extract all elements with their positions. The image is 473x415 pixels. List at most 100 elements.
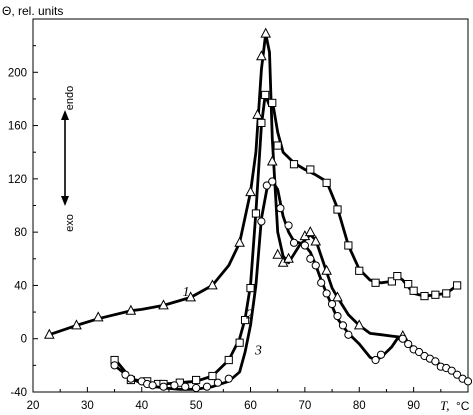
triangle-marker	[304, 226, 316, 237]
circle-marker	[148, 381, 157, 390]
circle-marker	[317, 278, 326, 287]
square-marker	[344, 241, 353, 250]
triangle-marker	[71, 319, 82, 330]
square-marker	[420, 291, 429, 301]
square-marker	[257, 118, 266, 128]
triangle-marker	[185, 291, 197, 302]
circle-marker	[414, 347, 424, 357]
square-marker	[268, 98, 277, 108]
triangle-marker	[234, 236, 245, 247]
y-tick-label: 40	[14, 280, 27, 292]
circle-marker	[453, 370, 462, 379]
square-marker	[261, 90, 270, 100]
square-marker	[224, 355, 233, 365]
exo-label: exo	[64, 214, 76, 232]
circle-marker	[404, 339, 413, 349]
triangle-marker	[353, 319, 365, 330]
circle-marker	[463, 377, 473, 386]
triangle-marker	[245, 186, 256, 197]
triangle-marker	[332, 291, 343, 302]
x-axis-unit: °C	[456, 399, 470, 413]
circle-marker	[262, 181, 271, 190]
triangle-marker	[92, 311, 104, 322]
circle-marker	[371, 355, 380, 365]
series-1: 1	[43, 27, 409, 341]
square-marker	[442, 289, 451, 298]
x-tick-label: 50	[190, 400, 203, 412]
x-tick-label: 90	[407, 400, 420, 412]
circle-marker	[126, 374, 135, 383]
circle-marker	[306, 254, 315, 263]
series-line-1	[47, 32, 406, 339]
circle-marker	[181, 382, 190, 391]
circle-marker	[376, 350, 386, 359]
endo-label: endo	[64, 86, 76, 110]
up-arrow-head	[61, 110, 69, 120]
triangle-marker	[252, 108, 263, 119]
circle-marker	[289, 238, 299, 247]
circle-marker	[447, 366, 456, 375]
circle-marker	[333, 311, 342, 321]
triangle-marker	[158, 299, 169, 310]
curve-label-1: 1	[183, 285, 190, 300]
circle-marker	[121, 370, 130, 379]
y-tick-label: 120	[8, 174, 27, 186]
triangle-marker	[207, 279, 218, 290]
x-axis-label: T,	[440, 398, 450, 413]
square-marker	[246, 283, 255, 293]
circle-marker	[192, 383, 201, 393]
y-tick-label: -40	[10, 387, 27, 399]
circle-marker	[431, 357, 440, 366]
circle-marker	[268, 177, 277, 186]
square-marker	[235, 338, 244, 347]
square-marker	[289, 160, 299, 169]
y-axis-label: Θ, rel. units	[2, 4, 63, 18]
circle-marker	[159, 382, 168, 391]
curve-label-3: 3	[254, 344, 262, 359]
square-marker	[251, 209, 261, 218]
circle-marker	[300, 241, 309, 250]
square-marker	[192, 375, 201, 385]
x-tick-label: 40	[135, 400, 148, 412]
square-marker	[409, 286, 418, 295]
square-marker	[393, 272, 402, 281]
square-marker	[355, 266, 364, 275]
triangle-marker	[256, 50, 267, 61]
x-tick-label: 60	[244, 400, 257, 412]
triangle-marker	[310, 235, 322, 246]
square-marker	[404, 279, 413, 289]
square-marker	[306, 165, 315, 174]
series-3: 3	[110, 177, 473, 393]
circle-marker	[398, 334, 407, 343]
triangle-marker	[125, 304, 137, 315]
endo-exo-indicator: endo exo	[61, 86, 76, 232]
y-tick-label: 0	[21, 334, 27, 346]
square-marker	[322, 178, 331, 187]
series-line-3	[113, 180, 470, 391]
square-marker	[333, 205, 342, 214]
square-marker	[240, 315, 250, 325]
x-tick-label: 20	[27, 400, 40, 412]
triangle-marker	[266, 155, 278, 166]
circle-marker	[338, 321, 348, 330]
triangle-marker	[272, 248, 284, 259]
circle-marker	[170, 381, 179, 390]
y-tick-label: 200	[8, 67, 27, 79]
circle-marker	[284, 221, 293, 230]
triangle-marker	[283, 252, 294, 263]
square-marker	[208, 371, 217, 381]
y-tick-label: 80	[14, 227, 27, 239]
circle-marker	[202, 382, 212, 391]
series-group: 1 2 3	[43, 27, 473, 393]
x-tick-label: 80	[353, 400, 366, 412]
circle-marker	[327, 299, 337, 309]
circle-marker	[224, 374, 233, 383]
square-marker	[431, 290, 440, 299]
curve-label-2: 2	[246, 308, 253, 323]
circle-marker	[110, 361, 119, 370]
down-arrow-head	[61, 196, 69, 206]
x-tick-label: 70	[298, 400, 311, 412]
circle-marker	[276, 204, 285, 213]
circle-marker	[213, 378, 222, 387]
